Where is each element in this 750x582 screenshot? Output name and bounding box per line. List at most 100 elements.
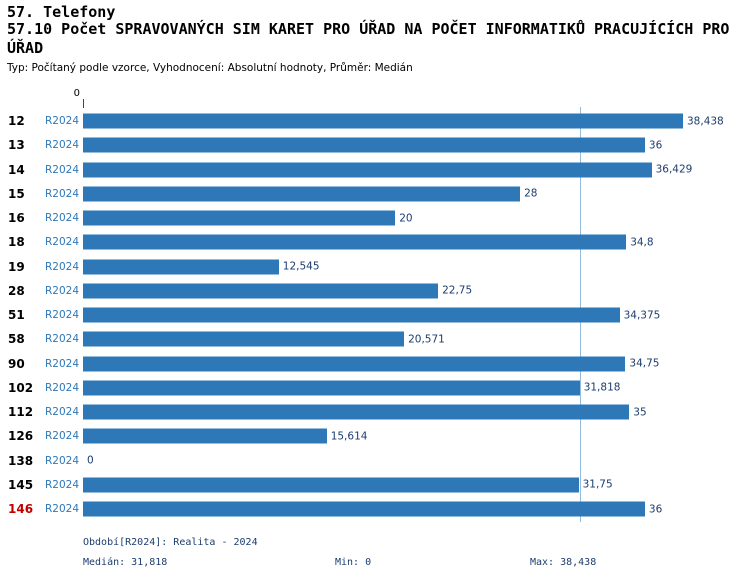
footer-min: Min: 0 xyxy=(335,557,372,568)
row-period-label: R2024 xyxy=(45,284,80,297)
bar-value-label: 38,438 xyxy=(687,115,724,128)
row-id: 145 xyxy=(8,477,34,492)
bar-wrap: 36 xyxy=(83,501,663,517)
bar[interactable] xyxy=(83,356,626,372)
bar-value-label: 15,614 xyxy=(330,430,368,443)
row-id: 51 xyxy=(8,308,25,323)
bar-value-label: 34,375 xyxy=(623,309,661,322)
bar[interactable] xyxy=(83,404,630,420)
bar-wrap: 35 xyxy=(83,404,647,420)
bar[interactable] xyxy=(83,428,327,444)
row-id: 102 xyxy=(8,380,34,395)
bar-value-label: 34,75 xyxy=(629,357,660,370)
bar[interactable] xyxy=(83,380,580,396)
row-id: 28 xyxy=(8,283,25,298)
bar-wrap: 34,8 xyxy=(83,234,654,250)
row-period-label: R2024 xyxy=(45,478,80,491)
bar-wrap: 38,438 xyxy=(83,113,724,129)
row-period-label: R2024 xyxy=(45,430,80,443)
row-id: 18 xyxy=(8,235,25,250)
chart-row: 15 R2024 28 xyxy=(0,182,750,206)
chart-row: 51 R2024 34,375 xyxy=(0,303,750,327)
bar-wrap: 34,375 xyxy=(83,307,661,323)
row-id: 12 xyxy=(8,114,25,129)
row-period-label: R2024 xyxy=(45,236,80,249)
chart-rows: 12 R2024 38,438 13 R2024 36 14 R2024 36,… xyxy=(0,109,750,521)
bar-value-label: 36,429 xyxy=(655,163,693,176)
bar-value-label: 20 xyxy=(399,212,413,225)
bar-wrap: 31,818 xyxy=(83,380,620,396)
chart-meta: Typ: Počítaný podle vzorce, Vyhodnocení:… xyxy=(7,62,413,74)
bar-wrap: 12,545 xyxy=(83,259,320,275)
row-period-label: R2024 xyxy=(45,212,80,225)
row-id: 16 xyxy=(8,211,25,226)
chart-row: 14 R2024 36,429 xyxy=(0,158,750,182)
chart-row: 145 R2024 31,75 xyxy=(0,473,750,497)
bar[interactable] xyxy=(83,259,279,275)
row-period-label: R2024 xyxy=(45,333,80,346)
bar[interactable] xyxy=(83,283,439,299)
bar-value-label: 31,75 xyxy=(582,478,613,491)
x-axis-tick xyxy=(83,99,84,108)
row-id: 126 xyxy=(8,429,34,444)
bar-value-label: 35 xyxy=(633,406,647,419)
bar[interactable] xyxy=(83,331,405,347)
chart-row: 126 R2024 15,614 xyxy=(0,424,750,448)
bar-value-label: 22,75 xyxy=(442,284,473,297)
row-id: 58 xyxy=(8,332,25,347)
bar-wrap: 15,614 xyxy=(83,428,368,444)
bar[interactable] xyxy=(83,186,521,202)
bar[interactable] xyxy=(83,234,627,250)
row-id: 14 xyxy=(8,162,25,177)
bar-wrap: 22,75 xyxy=(83,283,473,299)
chart-row: 16 R2024 20 xyxy=(0,206,750,230)
chart-row: 19 R2024 12,545 xyxy=(0,255,750,279)
row-period-label: R2024 xyxy=(45,406,80,419)
row-period-label: R2024 xyxy=(45,503,80,516)
row-id: 112 xyxy=(8,405,34,420)
row-period-label: R2024 xyxy=(45,357,80,370)
chart-row: 90 R2024 34,75 xyxy=(0,352,750,376)
bar-wrap: 36 xyxy=(83,137,663,153)
row-id: 19 xyxy=(8,259,25,274)
footer-period: Období[R2024]: Realita - 2024 xyxy=(83,537,258,548)
bar[interactable] xyxy=(83,113,683,129)
bar[interactable] xyxy=(83,162,652,178)
footer-max: Max: 38,438 xyxy=(530,557,597,568)
row-id: 13 xyxy=(8,138,25,153)
row-period-label: R2024 xyxy=(45,139,80,152)
bar-wrap: 28 xyxy=(83,186,538,202)
chart-row: 102 R2024 31,818 xyxy=(0,376,750,400)
row-period-label: R2024 xyxy=(45,187,80,200)
bar-value-label: 20,571 xyxy=(408,333,445,346)
bar-value-label: 36 xyxy=(648,139,663,152)
chart-category-title: 57. Telefony xyxy=(7,3,116,21)
chart-row: 146 R2024 36 xyxy=(0,497,750,521)
chart-row: 18 R2024 34,8 xyxy=(0,230,750,254)
bar[interactable] xyxy=(83,137,645,153)
bar-wrap: 20,571 xyxy=(83,331,445,347)
bar-wrap: 31,75 xyxy=(83,477,613,493)
bar-value-label: 36 xyxy=(648,503,663,516)
row-period-label: R2024 xyxy=(45,115,80,128)
bar-wrap: 20 xyxy=(83,210,413,226)
chart-row: 58 R2024 20,571 xyxy=(0,327,750,351)
bar-wrap: 34,75 xyxy=(83,356,660,372)
chart-row: 112 R2024 35 xyxy=(0,400,750,424)
bar-value-label: 34,8 xyxy=(630,236,654,249)
footer-median: Medián: 31,818 xyxy=(83,557,168,568)
chart-title: 57.10 Počet SPRAVOVANÝCH SIM KARET PRO Ú… xyxy=(7,20,730,57)
row-period-label: R2024 xyxy=(45,260,80,273)
bar[interactable] xyxy=(83,501,645,517)
bar[interactable] xyxy=(83,210,396,226)
bar[interactable] xyxy=(83,477,579,493)
chart-row: 13 R2024 36 xyxy=(0,133,750,157)
row-period-label: R2024 xyxy=(45,309,80,322)
chart-row: 138 R2024 0 xyxy=(0,449,750,473)
row-period-label: R2024 xyxy=(45,163,80,176)
bar[interactable] xyxy=(83,307,620,323)
row-id: 138 xyxy=(8,453,34,468)
bar-value-label: 28 xyxy=(524,187,538,200)
bar-value-label: 0 xyxy=(87,454,94,467)
bar-wrap: 36,429 xyxy=(83,162,693,178)
